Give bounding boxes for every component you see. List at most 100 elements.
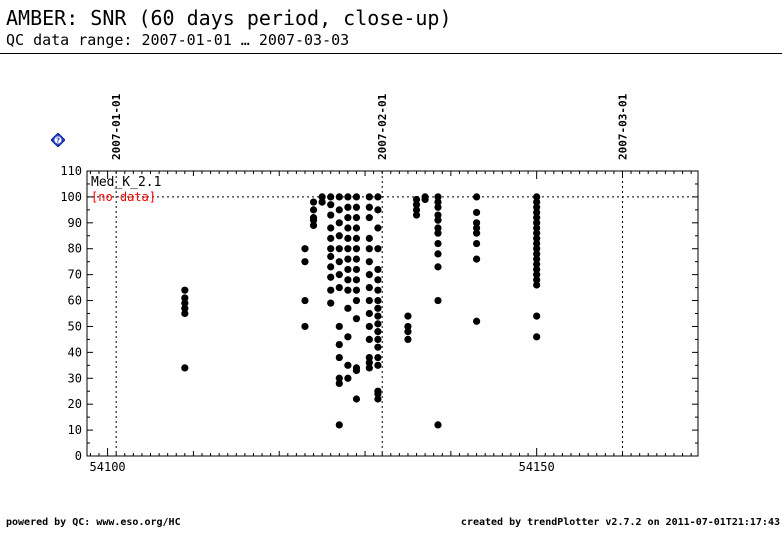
data-point — [374, 276, 382, 284]
data-point — [374, 265, 382, 274]
data-point — [365, 359, 373, 367]
data-point — [301, 245, 309, 253]
data-point — [374, 206, 382, 214]
date-marker-label: 2007-03-01 — [616, 93, 629, 160]
data-point — [327, 273, 335, 281]
data-point — [352, 296, 361, 305]
x-axis: 54100 54150 — [90, 171, 692, 474]
data-point — [533, 203, 541, 211]
data-point — [533, 239, 541, 248]
data-range-subtitle: QC data range: 2007-01-01 … 2007-03-03 — [6, 31, 350, 49]
data-point — [181, 294, 189, 302]
data-point — [412, 211, 421, 219]
data-point — [533, 208, 541, 217]
plot-frame — [86, 170, 699, 457]
data-point — [404, 312, 412, 320]
help-diamond-icon[interactable]: ? — [51, 133, 65, 147]
data-point — [374, 296, 382, 305]
data-point — [327, 224, 335, 232]
data-point — [335, 322, 343, 331]
data-point — [344, 304, 352, 312]
data-point — [344, 361, 352, 369]
data-point — [374, 320, 382, 328]
data-point — [374, 353, 382, 362]
data-point — [533, 276, 541, 284]
data-point — [533, 250, 541, 258]
data-point — [374, 335, 382, 344]
data-point — [327, 299, 335, 307]
y-tick-label: 80 — [68, 242, 82, 256]
data-point — [352, 193, 361, 201]
data-point — [352, 203, 361, 211]
data-point — [344, 203, 352, 211]
x-tick-label: 54100 — [90, 460, 126, 474]
data-point — [309, 206, 318, 214]
data-point — [344, 245, 352, 253]
data-point — [344, 374, 352, 382]
data-point — [365, 296, 373, 305]
data-point — [374, 361, 382, 369]
data-point — [472, 224, 481, 232]
data-point — [434, 263, 442, 271]
data-point — [374, 395, 382, 403]
data-point — [181, 364, 189, 372]
data-point — [374, 304, 382, 312]
data-point — [365, 193, 373, 201]
footer-powered-by: powered by QC: www.eso.org/HC — [6, 517, 181, 528]
data-point — [344, 255, 352, 263]
data-point — [434, 193, 442, 201]
data-point — [301, 322, 309, 331]
data-point — [472, 255, 481, 263]
data-point — [309, 216, 318, 224]
data-point — [335, 245, 343, 253]
data-point — [533, 260, 541, 268]
y-tick-label: 60 — [68, 294, 82, 308]
y-tick-label: 50 — [68, 319, 82, 333]
data-point — [327, 245, 335, 253]
data-point — [327, 252, 335, 261]
data-point — [472, 219, 481, 227]
data-point — [533, 193, 541, 201]
data-point — [533, 271, 541, 279]
data-point — [301, 258, 309, 266]
data-point — [327, 211, 335, 219]
data-point — [365, 271, 373, 279]
data-point — [374, 312, 382, 320]
data-point — [533, 333, 541, 341]
data-point — [404, 335, 412, 344]
data-point — [352, 265, 361, 274]
data-point — [181, 304, 189, 312]
data-point — [434, 211, 442, 219]
data-point — [434, 216, 442, 224]
data-point — [335, 340, 343, 349]
data-point — [374, 328, 382, 336]
data-point — [365, 335, 373, 344]
data-point — [365, 322, 373, 331]
data-point — [344, 265, 352, 274]
data-point — [327, 286, 335, 294]
data-point — [335, 271, 343, 279]
data-point — [472, 193, 481, 201]
data-point — [533, 312, 541, 320]
data-point — [472, 229, 481, 237]
data-point — [344, 333, 352, 341]
data-point — [434, 224, 442, 232]
data-point — [434, 203, 442, 211]
data-point — [352, 286, 361, 294]
data-point — [344, 234, 352, 242]
data-point — [365, 258, 373, 266]
data-point — [335, 421, 343, 429]
data-point — [309, 198, 318, 206]
y-tick-label: 0 — [75, 449, 82, 463]
data-point — [533, 198, 541, 206]
data-point — [309, 221, 318, 230]
data-point — [404, 328, 412, 336]
data-point — [472, 239, 481, 248]
data-point — [374, 245, 382, 253]
data-point — [404, 322, 412, 331]
data-point — [374, 224, 382, 232]
y-tick-label: 40 — [68, 345, 82, 359]
y-tick-label: 100 — [60, 190, 82, 204]
y-tick-label: 70 — [68, 268, 82, 282]
